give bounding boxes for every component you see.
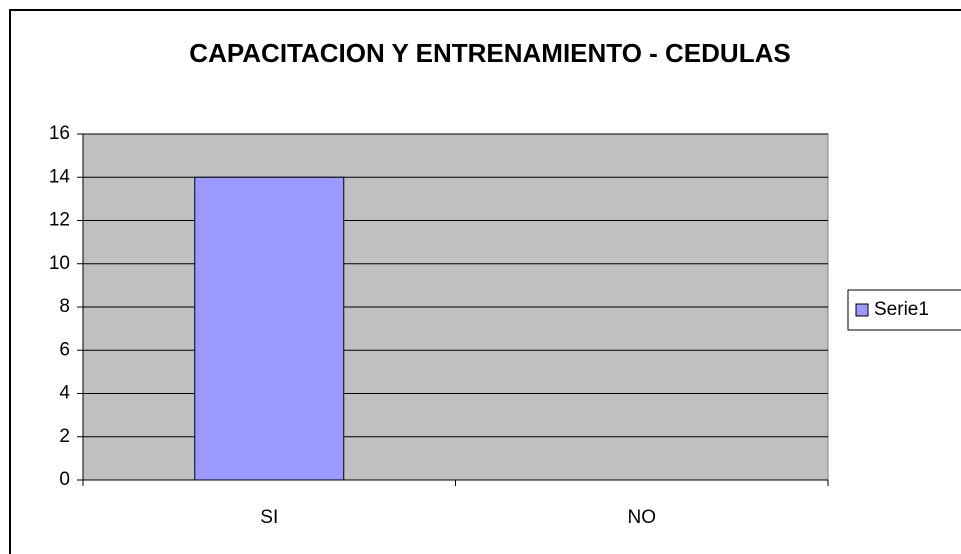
y-tick-label: 10 [49,253,70,274]
y-tick-label: 16 [49,123,70,144]
x-tick-label: SI [260,507,278,528]
legend-label: Serie1 [874,299,929,320]
y-tick-label: 2 [59,426,70,447]
y-tick-label: 6 [59,339,70,360]
bar [194,176,345,481]
chart-title: CAPACITACION Y ENTRENAMIENTO - CEDULAS [189,38,790,68]
x-tick-label: NO [628,507,657,528]
y-tick-label: 12 [49,210,70,231]
y-tick-label: 8 [59,296,70,317]
y-tick-label: 14 [49,166,71,187]
legend-swatch [855,303,869,317]
y-tick-label: 4 [59,383,70,404]
y-tick-label: 0 [59,469,70,490]
